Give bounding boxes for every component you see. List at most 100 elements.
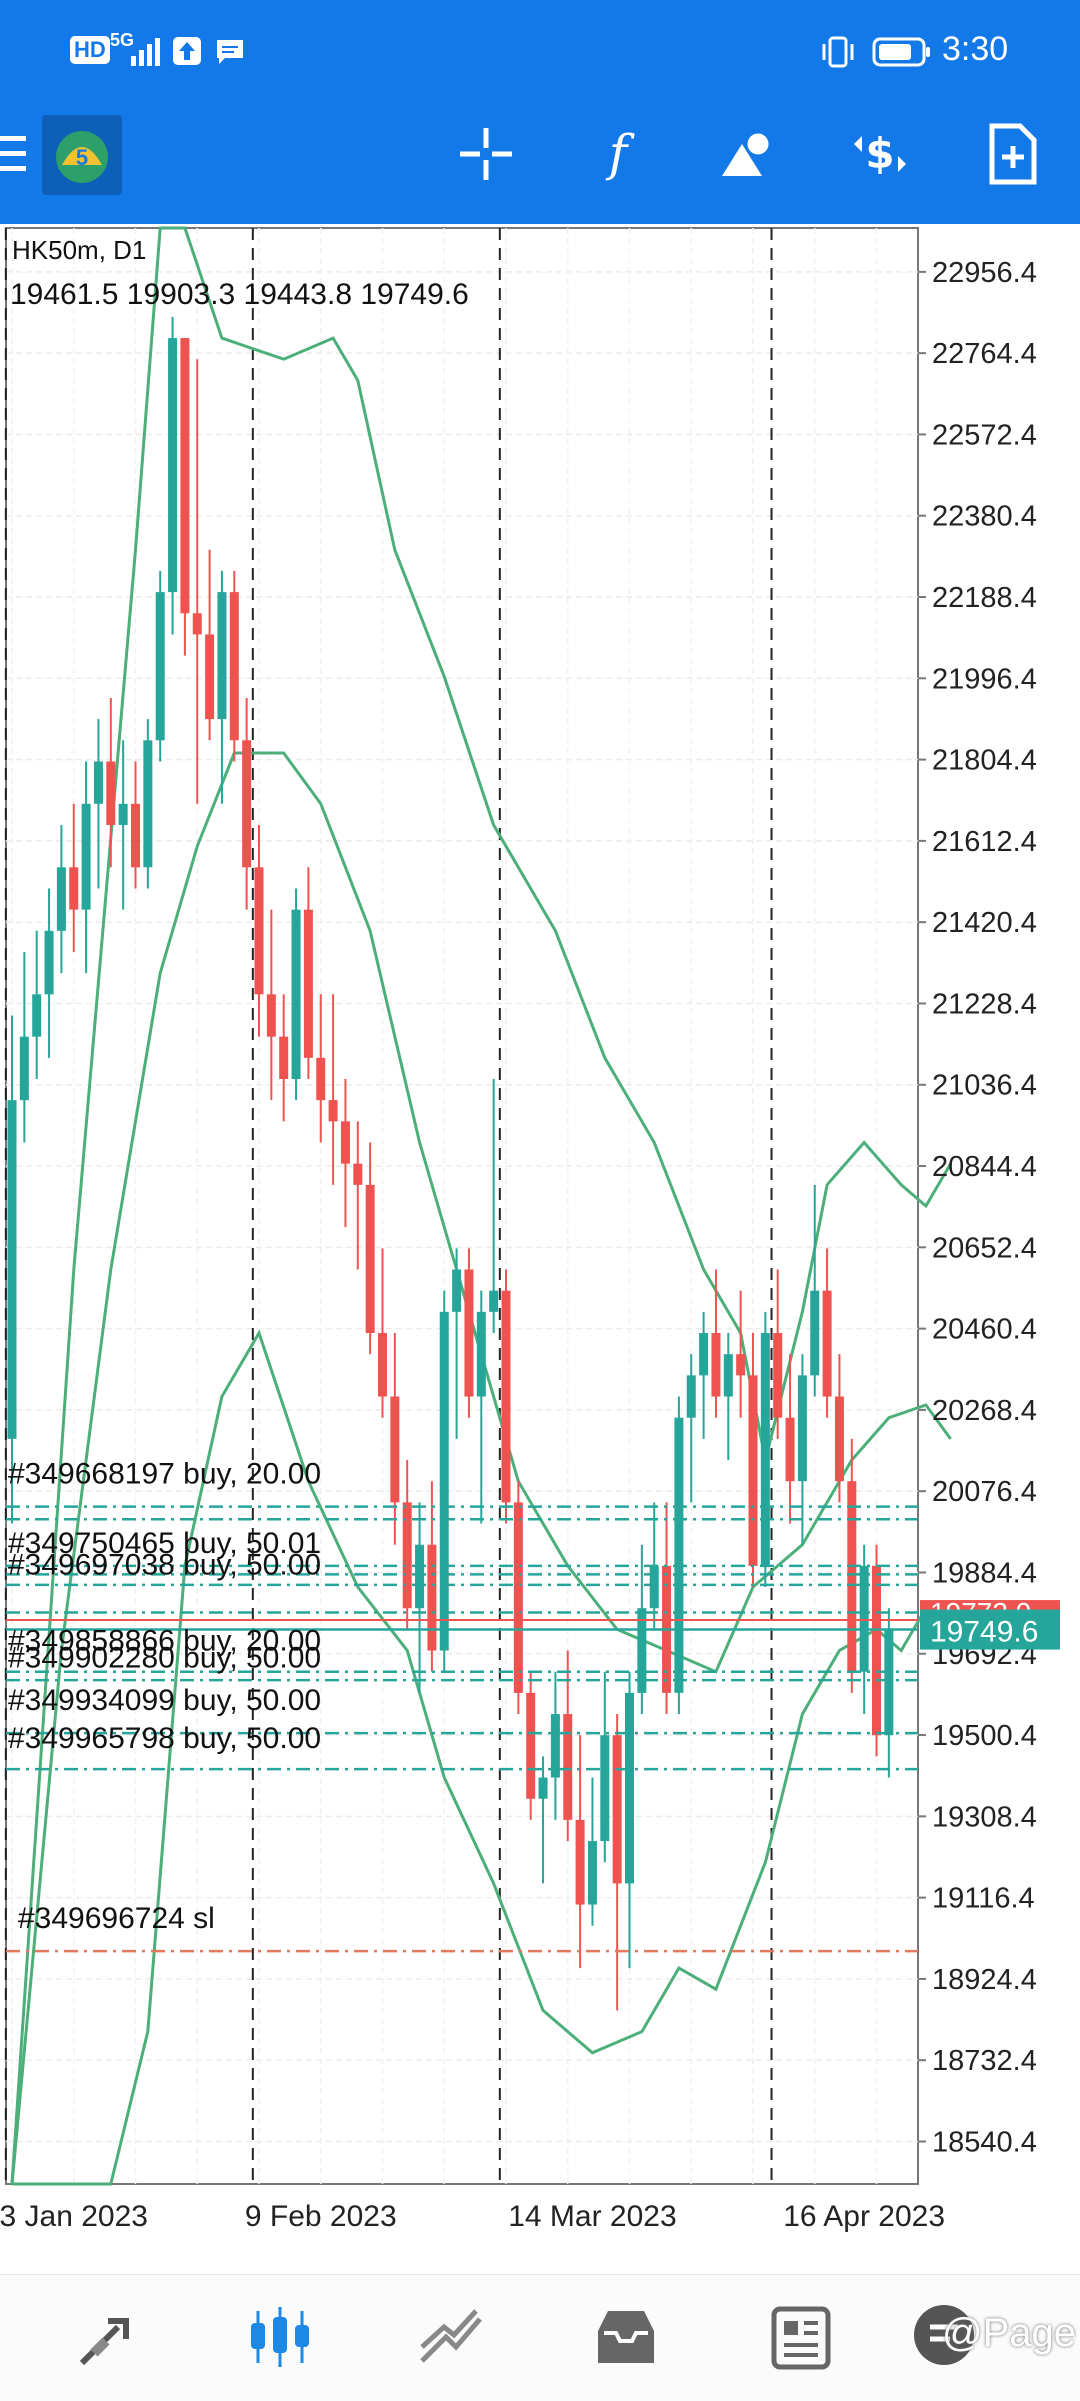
candle-bull (797, 1375, 807, 1482)
signal-bars-icon (131, 38, 160, 66)
candle-bull (439, 1311, 449, 1651)
order-label: #349750465 buy, 50.01 (8, 1527, 321, 1560)
candle-bull (168, 338, 178, 593)
price-label: 19500.4 (932, 1720, 1037, 1752)
order-label: #349696724 sl (18, 1902, 215, 1935)
function-icon[interactable]: f (586, 122, 650, 186)
chart-canvas[interactable]: #349668197 buy, 20.00 #349750465 buy, 50.… (0, 224, 1080, 2274)
candle-bear (563, 1714, 573, 1820)
candle-bear (402, 1502, 412, 1609)
candle-bear (205, 634, 215, 720)
chart-grid (5, 227, 919, 2185)
period-separators (4, 228, 773, 2184)
candle-bull (649, 1565, 659, 1609)
candle-bear (513, 1502, 523, 1693)
price-label: 18924.4 (932, 1964, 1037, 1996)
candle-bear (612, 1735, 622, 1884)
bollinger-bands (10, 226, 952, 2186)
message-icon (217, 40, 243, 64)
candle-bear (242, 740, 252, 868)
trade-nav-icon[interactable] (416, 2301, 488, 2373)
candle-bear (180, 338, 190, 614)
price-label: 20844.4 (932, 1151, 1037, 1183)
price-label: 20268.4 (932, 1395, 1037, 1427)
candle-bull (81, 803, 91, 910)
new-order-icon[interactable] (980, 122, 1044, 186)
candle-bear (340, 1121, 350, 1164)
price-label: 19884.4 (932, 1557, 1037, 1589)
candles (7, 316, 894, 2011)
hd-badge: HD (70, 36, 110, 64)
upload-arrow-icon (173, 37, 201, 65)
top-toolbar (0, 100, 1080, 224)
candle-bull (587, 1841, 597, 1905)
price-chart[interactable]: #349668197 buy, 20.00 #349750465 buy, 50.… (0, 224, 1080, 2274)
candle-bull (699, 1333, 709, 1376)
order-label: #349965798 buy, 50.00 (8, 1722, 321, 1755)
candle-bear (229, 592, 239, 741)
price-label: 19116.4 (932, 1883, 1035, 1915)
candle-bear (69, 867, 79, 910)
price-label: 22764.4 (932, 338, 1037, 370)
candle-bull (452, 1269, 462, 1312)
order-label: #349858866 buy, 20.00 (8, 1625, 321, 1658)
app-logo-icon[interactable]: 5 (40, 113, 124, 197)
candle-bear (131, 803, 140, 868)
date-axis: 3 Jan 2023 9 Feb 2023 14 Mar 2023 16 Apr 20… (0, 2200, 945, 2233)
candle-bear (748, 1375, 758, 1566)
candle-bear (266, 994, 276, 1037)
candle-bear (279, 1036, 289, 1079)
candle-bull (56, 867, 66, 931)
menu-icon[interactable] (0, 132, 30, 176)
price-label: 21420.4 (932, 907, 1037, 939)
crosshair-icon[interactable] (454, 122, 518, 186)
candle-bear (427, 1544, 437, 1651)
order-labels: #349668197 buy, 20.00 #349750465 buy, 50.… (8, 1457, 321, 1935)
candle-bear (711, 1333, 721, 1397)
candle-bull (415, 1544, 425, 1609)
price-label: 20652.4 (932, 1232, 1037, 1264)
price-label: 20076.4 (932, 1476, 1037, 1508)
candle-bear (303, 909, 313, 1058)
candle-bull (810, 1290, 820, 1376)
candle-bull (19, 1036, 29, 1101)
price-label: 22956.4 (932, 257, 1037, 289)
price-label: 21612.4 (932, 826, 1037, 858)
price-label: 20460.4 (932, 1314, 1037, 1346)
date-label: 3 Jan 2023 (0, 2200, 148, 2233)
candle-bear (872, 1565, 881, 1736)
candle-bear (736, 1354, 746, 1376)
candle-bear (328, 1100, 338, 1122)
candle-bear (773, 1333, 783, 1418)
ohlc-readout: 19461.5 19903.3 19443.8 19749.6 (10, 278, 469, 311)
svg-text:f: f (605, 124, 635, 182)
upper-band-line (10, 226, 952, 2185)
order-lines (6, 1505, 918, 1953)
candle-bull (44, 930, 54, 995)
trade-icon[interactable]: $ (848, 122, 912, 186)
quotes-icon[interactable] (72, 2301, 144, 2373)
history-icon[interactable] (590, 2301, 662, 2373)
candle-bull (291, 909, 301, 1079)
current-price-tag (920, 1609, 1060, 1650)
signal-badge: 5G (110, 30, 135, 50)
candle-bear (834, 1396, 844, 1482)
candle-bull (637, 1608, 647, 1693)
price-label: 19308.4 (932, 1801, 1037, 1833)
candle-bear (822, 1290, 832, 1397)
candle-bull (155, 592, 165, 741)
lower-band-line (12, 1329, 952, 2186)
messages-icon[interactable] (904, 2297, 976, 2369)
candle-bear (254, 867, 264, 995)
candle-bear (847, 1481, 857, 1672)
candle-bear (353, 1163, 363, 1185)
candle-bull (723, 1354, 733, 1397)
news-icon[interactable] (764, 2301, 836, 2373)
middle-band-line (10, 751, 952, 2185)
chart-icon[interactable] (244, 2301, 316, 2373)
candle-bull (884, 1629, 894, 1736)
price-label: 21036.4 (932, 1070, 1037, 1102)
objects-icon[interactable] (716, 122, 780, 186)
candle-bull (760, 1333, 770, 1566)
vibrate-icon (822, 36, 854, 68)
